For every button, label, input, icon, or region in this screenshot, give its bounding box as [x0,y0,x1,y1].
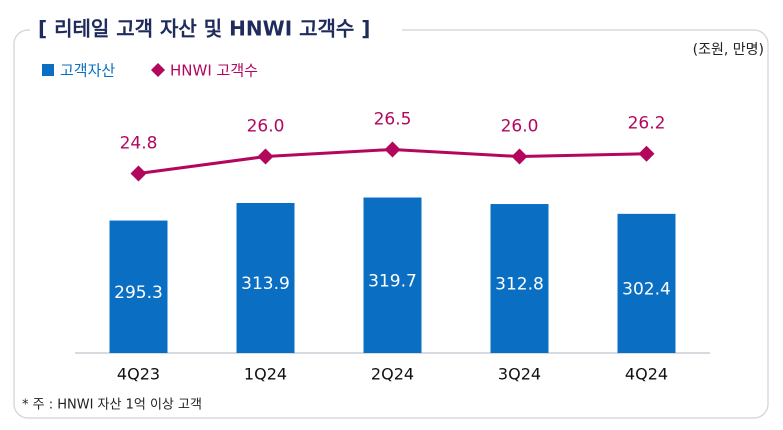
bar [490,204,549,353]
line-value-label: 26.0 [247,117,285,137]
unit-label: (조원, 만명) [693,42,764,58]
x-tick-label: 2Q24 [371,365,414,384]
chart-title: [ 리테일 고객 자산 및 HNWI 고객수 ] [38,17,370,41]
legend-swatch [42,64,54,76]
legend-swatch [151,63,165,77]
line-value-label: 26.2 [628,114,666,134]
line-point [638,145,655,162]
bar-value-label: 302.4 [622,279,671,299]
bar-value-label: 312.8 [495,275,544,295]
line-value-label: 24.8 [120,133,158,153]
bar [617,213,676,353]
bar [363,197,422,353]
legend-label: 고객자산 [60,62,115,80]
line-point [257,148,274,165]
bar [109,220,168,353]
bar [236,202,295,353]
line-point [130,165,147,182]
legend-label: HNWI 고객수 [170,62,258,80]
x-tick-label: 3Q24 [498,365,541,384]
line-point [384,141,401,158]
footnote: * 주 : HNWI 자산 1억 이상 고객 [22,398,202,413]
line-value-label: 26.0 [501,117,539,137]
line-value-label: 26.5 [374,109,412,129]
bar-value-label: 319.7 [368,271,417,291]
x-tick-label: 1Q24 [244,365,287,384]
x-tick-label: 4Q24 [625,365,668,384]
bar-value-label: 295.3 [114,283,163,303]
x-tick-label: 4Q23 [117,365,160,384]
title-backdrop [30,16,402,44]
bar-value-label: 313.9 [241,274,290,294]
line-point [511,148,528,165]
